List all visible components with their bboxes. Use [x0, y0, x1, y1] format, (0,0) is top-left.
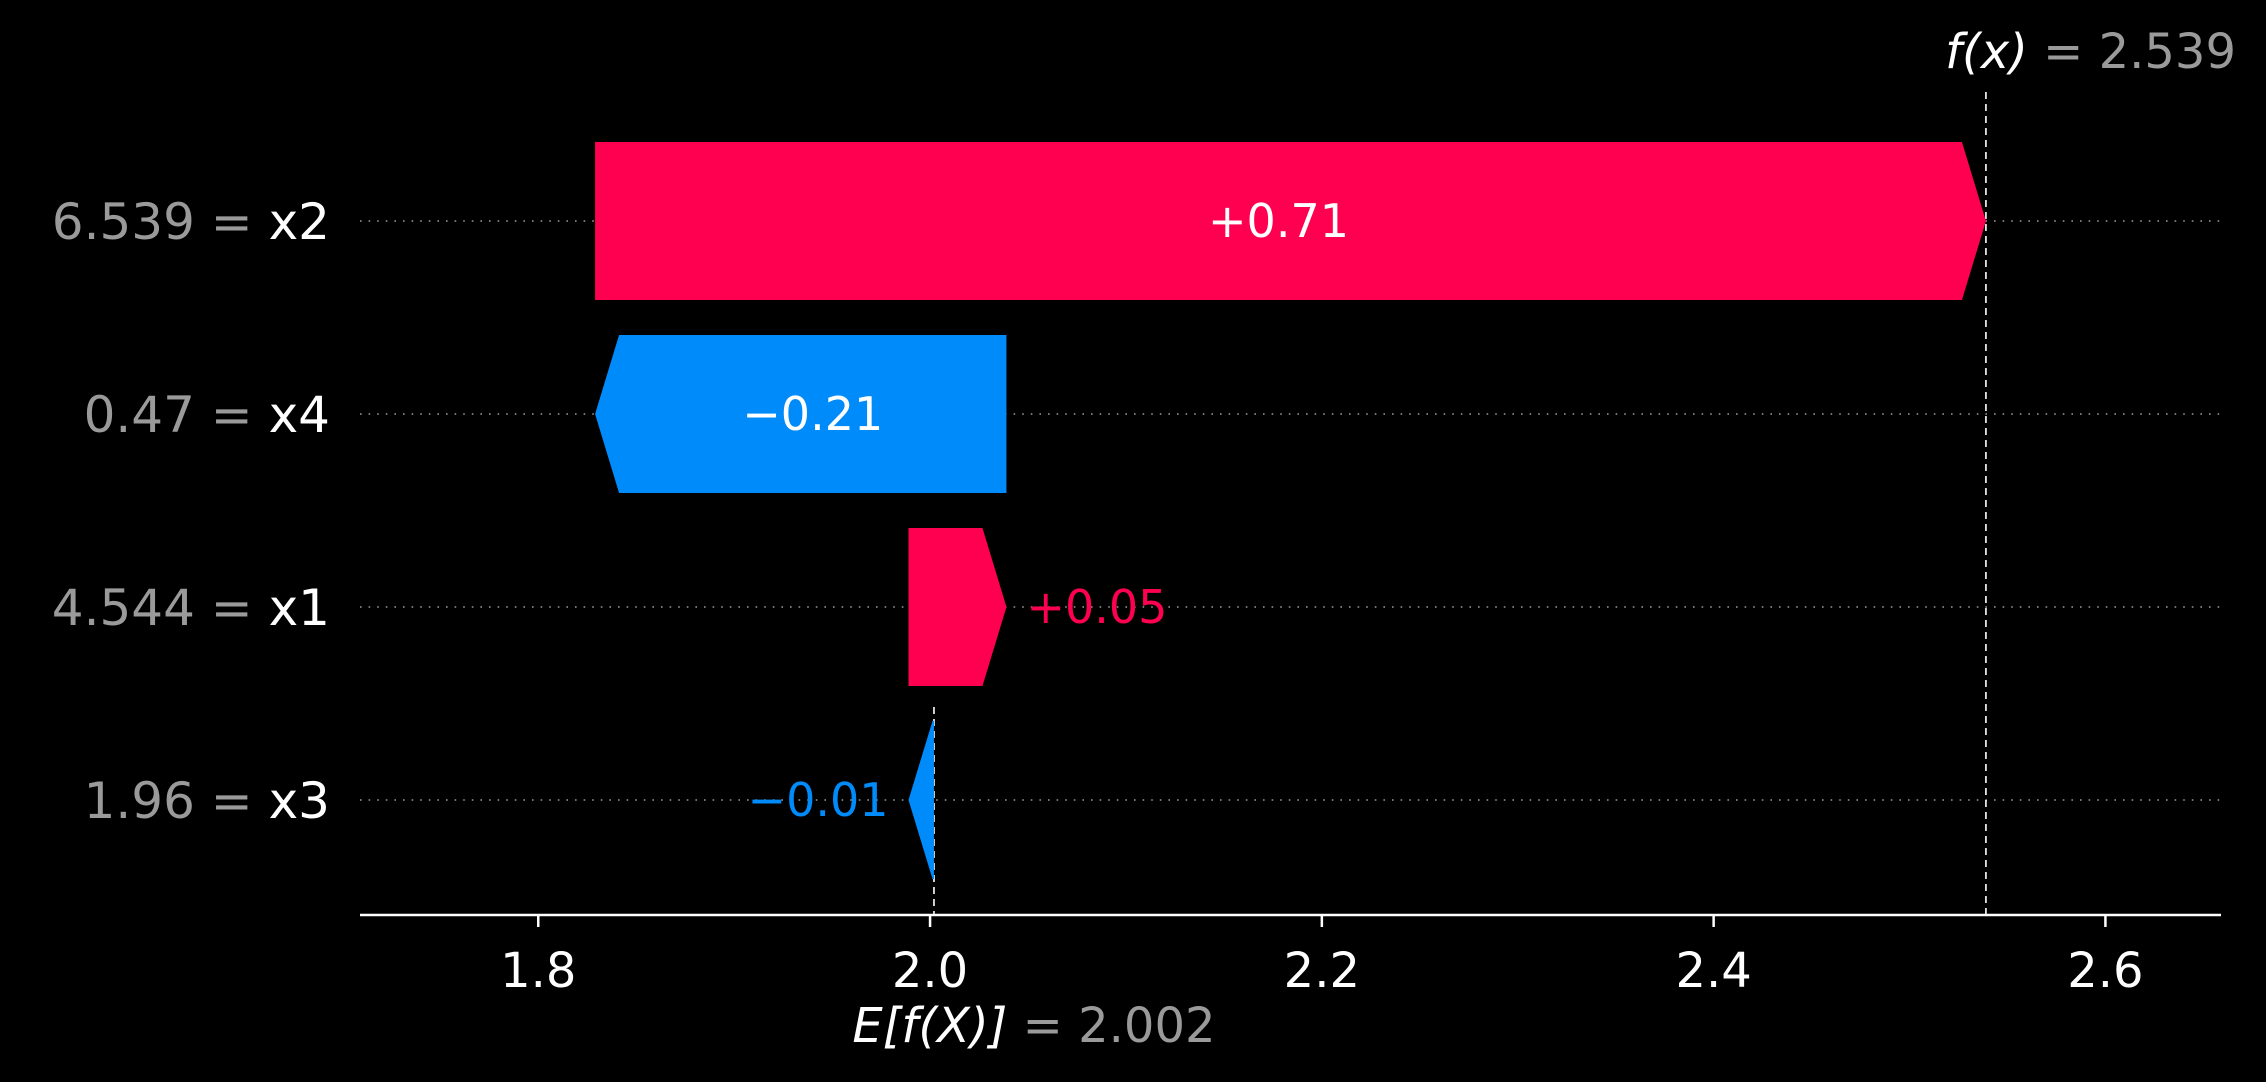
- value-annotations: +0.71 −0.21 +0.05 −0.01 E[f(X)] = 2.002 f(x) …: [742, 24, 2236, 1054]
- x-tick-label-1.8: 1.8: [500, 943, 576, 999]
- x-tick-label-2.4: 2.4: [1675, 943, 1751, 999]
- bar-x4: [595, 335, 1007, 493]
- bar-x1: [908, 528, 1007, 686]
- bar-x2: [595, 142, 1986, 300]
- x-tick-label-2.2: 2.2: [1284, 943, 1360, 999]
- contribution-label-x4: −0.21: [742, 387, 883, 441]
- reference-lines: [933, 92, 1987, 915]
- contribution-bars: [595, 142, 1986, 879]
- row-guides: [360, 220, 2221, 801]
- feature-label-x4: 0.47 = x4: [84, 386, 330, 444]
- output-value-label: f(x) = 2.539: [1945, 24, 2236, 80]
- feature-label-x1: 4.544 = x1: [52, 579, 330, 637]
- feature-label-x2: 6.539 = x2: [52, 193, 330, 251]
- feature-labels: 6.539 = x2 0.47 = x4 4.544 = x1 1.96 = x3: [52, 193, 330, 830]
- contribution-label-x1: +0.05: [1026, 580, 1167, 634]
- feature-label-x3: 1.96 = x3: [84, 772, 330, 830]
- contribution-label-x2: +0.71: [1208, 194, 1349, 248]
- x-axis: 1.8 2.0 2.2 2.4 2.6: [360, 913, 2221, 999]
- base-value-label: E[f(X)] = 2.002: [852, 998, 1215, 1054]
- contribution-label-x3: −0.01: [748, 773, 889, 827]
- x-tick-label-2.0: 2.0: [892, 943, 968, 999]
- x-tick-label-2.6: 2.6: [2067, 943, 2143, 999]
- bar-x3: [908, 721, 934, 879]
